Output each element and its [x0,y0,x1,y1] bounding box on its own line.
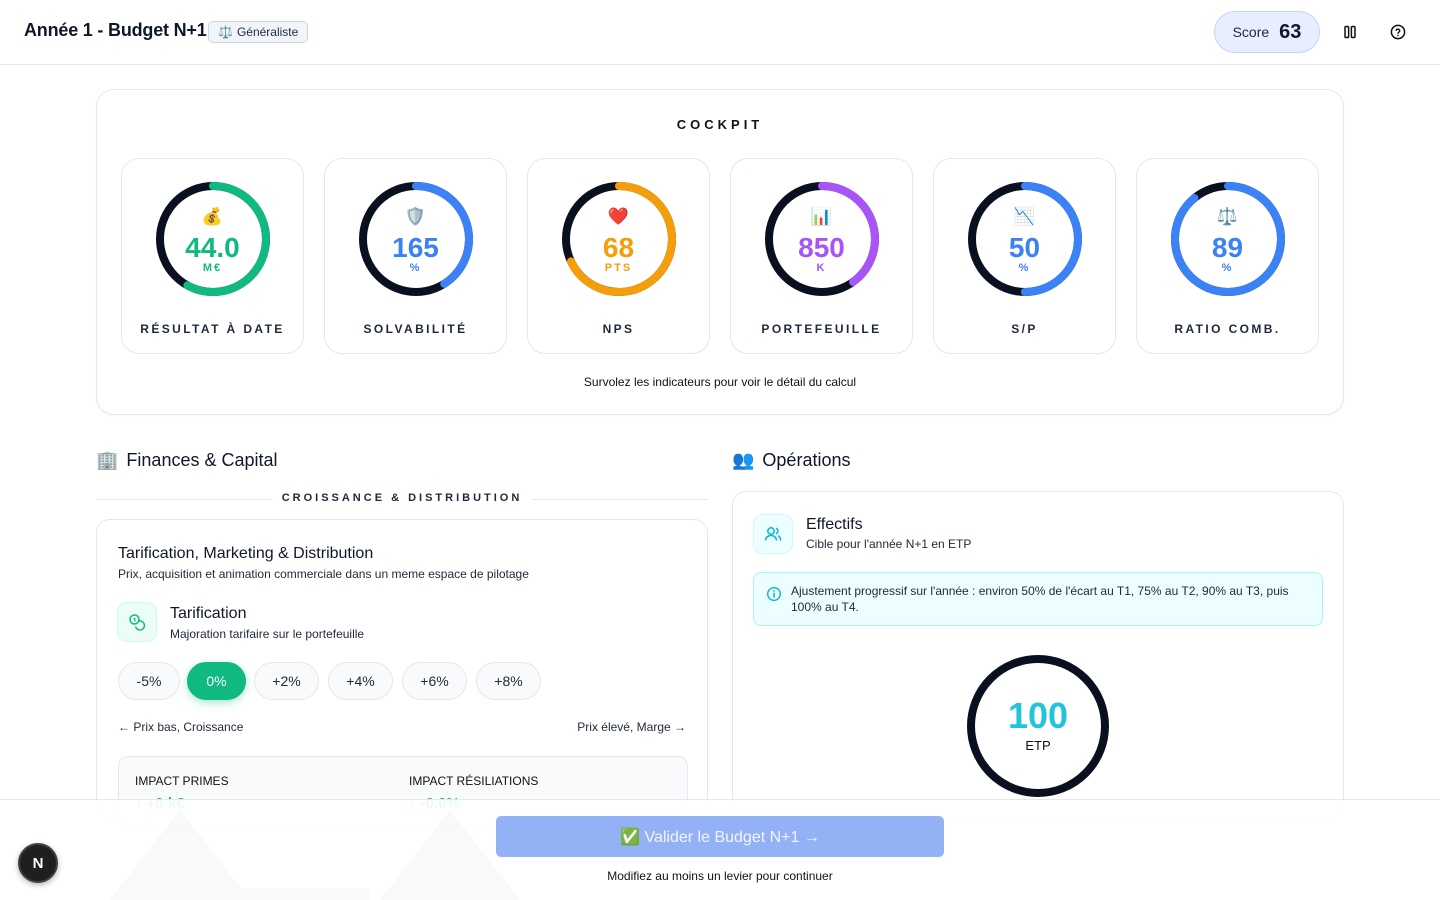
kpi-gauge [765,182,879,296]
kpi-gauge [359,182,473,296]
pricing-card: Tarification, Marketing & Distribution P… [96,519,708,826]
kpi-unit: % [1221,262,1234,274]
cockpit-hint: Survolez les indicateurs pour voir le dé… [583,375,857,389]
profile-badge-label: Généraliste [236,25,299,39]
staffing-subtitle: Cible pour l'année N+1 en ETP [806,537,972,551]
option-0[interactable]: 0% [187,662,246,700]
operations-title-text: Opérations [762,450,851,470]
growth-distribution-divider: CROISSANCE & DISTRIBUTION [96,490,708,508]
kpi-label: RATIO COMB. [1174,322,1281,336]
range-high-label: Prix élevé, Marge → [577,720,686,734]
kpi-icon: ⚖️ [1216,207,1239,226]
footer-hint: Modifiez au moins un levier pour continu… [607,869,833,883]
kpi-label: S/P [1011,322,1038,336]
help-icon[interactable] [1386,20,1410,44]
kpi-icon: ❤️ [607,207,630,226]
kpi-unit: K [816,262,827,274]
people-icon: 👥 [732,450,755,470]
tarification-subtitle: Majoration tarifaire sur le portefeuille [170,627,365,641]
kpi-icon: 🛡️ [404,207,427,226]
kpi-gauge [1171,182,1285,296]
etp-unit: ETP [1025,738,1051,753]
kpi-label: NPS [602,322,635,336]
option-plus-2[interactable]: +2% [254,662,319,700]
kpi-unit: % [1018,262,1031,274]
score-value: 63 [1279,20,1302,43]
kpi-value: 165 [392,232,439,263]
divider-label-text: CROISSANCE & DISTRIBUTION [281,492,523,504]
score-pill[interactable]: Score 63 [1214,11,1320,53]
adjustment-info-box: Ajustement progressif sur l'année : envi… [753,572,1323,626]
score-label: Score [1232,24,1270,40]
pricing-card-title: Tarification, Marketing & Distribution [118,545,374,562]
staffing-card: Effectifs Cible pour l'année N+1 en ETP … [732,491,1344,821]
kpi-card-1[interactable]: 🛡️ 165% SOLVABILITÉ [324,158,507,354]
cockpit-panel: COCKPIT 💰 44.0 M€ RÉSULTAT À DATE 🛡️ 165% SOLV… [96,89,1344,415]
option-plus-6[interactable]: +6% [402,662,467,700]
kpi-card-3[interactable]: 📊 850 K PORTEFEUILLE [730,158,913,354]
etp-ring [967,655,1109,797]
kpi-value: 89 [1211,232,1244,263]
kpi-value: 50 [1008,232,1041,263]
kpi-gauge [156,182,270,296]
scales-icon: ⚖️ [218,25,233,39]
page-title: Année 1 - Budget N+1 [24,20,207,40]
range-low-label: ← Prix bas, Croissance [118,720,244,734]
cockpit-title: COCKPIT [676,117,764,132]
kpi-icon: 📉 [1013,207,1036,226]
impact-primes-label: IMPACT PRIMES [135,774,229,788]
kpi-gauge-arc [765,182,879,296]
kpi-icon: 💰 [201,207,224,226]
kpi-card-0[interactable]: 💰 44.0 M€ RÉSULTAT À DATE [121,158,304,354]
etp-value: 100 [1007,695,1069,736]
kpi-icon: 📊 [810,207,833,226]
impact-resiliations-label: IMPACT RÉSILIATIONS [409,774,539,788]
info-icon [766,586,782,607]
staffing-title: Effectifs [806,516,863,533]
kpi-gauge-arc [359,182,473,296]
operations-section-title: 👥 Opérations [732,450,850,471]
validate-budget-button[interactable]: ✅ Valider le Budget N+1 → [496,816,944,857]
kpi-card-2[interactable]: ❤️ 68 PTS NPS [527,158,710,354]
profile-badge: ⚖️ Généraliste [208,21,309,43]
coins-icon [117,602,157,642]
option-plus-8[interactable]: +8% [476,662,541,700]
kpi-unit: % [409,262,422,274]
tarification-title: Tarification [170,605,247,622]
finances-section-title: 🏢 Finances & Capital [96,450,278,471]
kpi-label: RÉSULTAT À DATE [140,322,285,336]
dev-tools-button[interactable]: N [18,843,58,883]
kpi-unit: PTS [604,262,633,274]
kpi-gauge-arc [1171,182,1285,296]
kpi-label: PORTEFEUILLE [761,322,882,336]
kpi-label: SOLVABILITÉ [363,322,468,336]
kpi-gauge-arc [968,182,1082,296]
option-plus-4[interactable]: +4% [328,662,393,700]
kpi-value: 44.0 [185,232,240,263]
kpi-gauge-arc [562,182,676,296]
kpi-value: 68 [602,232,635,263]
adjustment-info-text: Ajustement progressif sur l'année : envi… [791,584,1289,614]
kpi-value: 850 [798,232,845,263]
kpi-gauge-arc [156,182,270,296]
top-header: Année 1 - Budget N+1 ⚖️ Généraliste Scor… [0,0,1440,65]
kpi-card-5[interactable]: ⚖️ 89% RATIO COMB. [1136,158,1319,354]
kpi-unit: M€ [202,262,223,274]
option-minus-5[interactable]: -5% [118,662,180,700]
finances-title-text: Finances & Capital [126,450,278,470]
kpi-gauge [968,182,1082,296]
building-icon: 🏢 [96,450,119,470]
pricing-card-subtitle: Prix, acquisition et animation commercia… [118,567,529,581]
decorative-shapes [110,810,520,900]
users-icon [753,514,793,554]
kpi-card-4[interactable]: 📉 50% S/P [933,158,1116,354]
footer-bar: ✅ Valider le Budget N+1 → Modifiez au mo… [0,799,1440,900]
pause-icon[interactable] [1338,20,1362,44]
kpi-gauge [562,182,676,296]
